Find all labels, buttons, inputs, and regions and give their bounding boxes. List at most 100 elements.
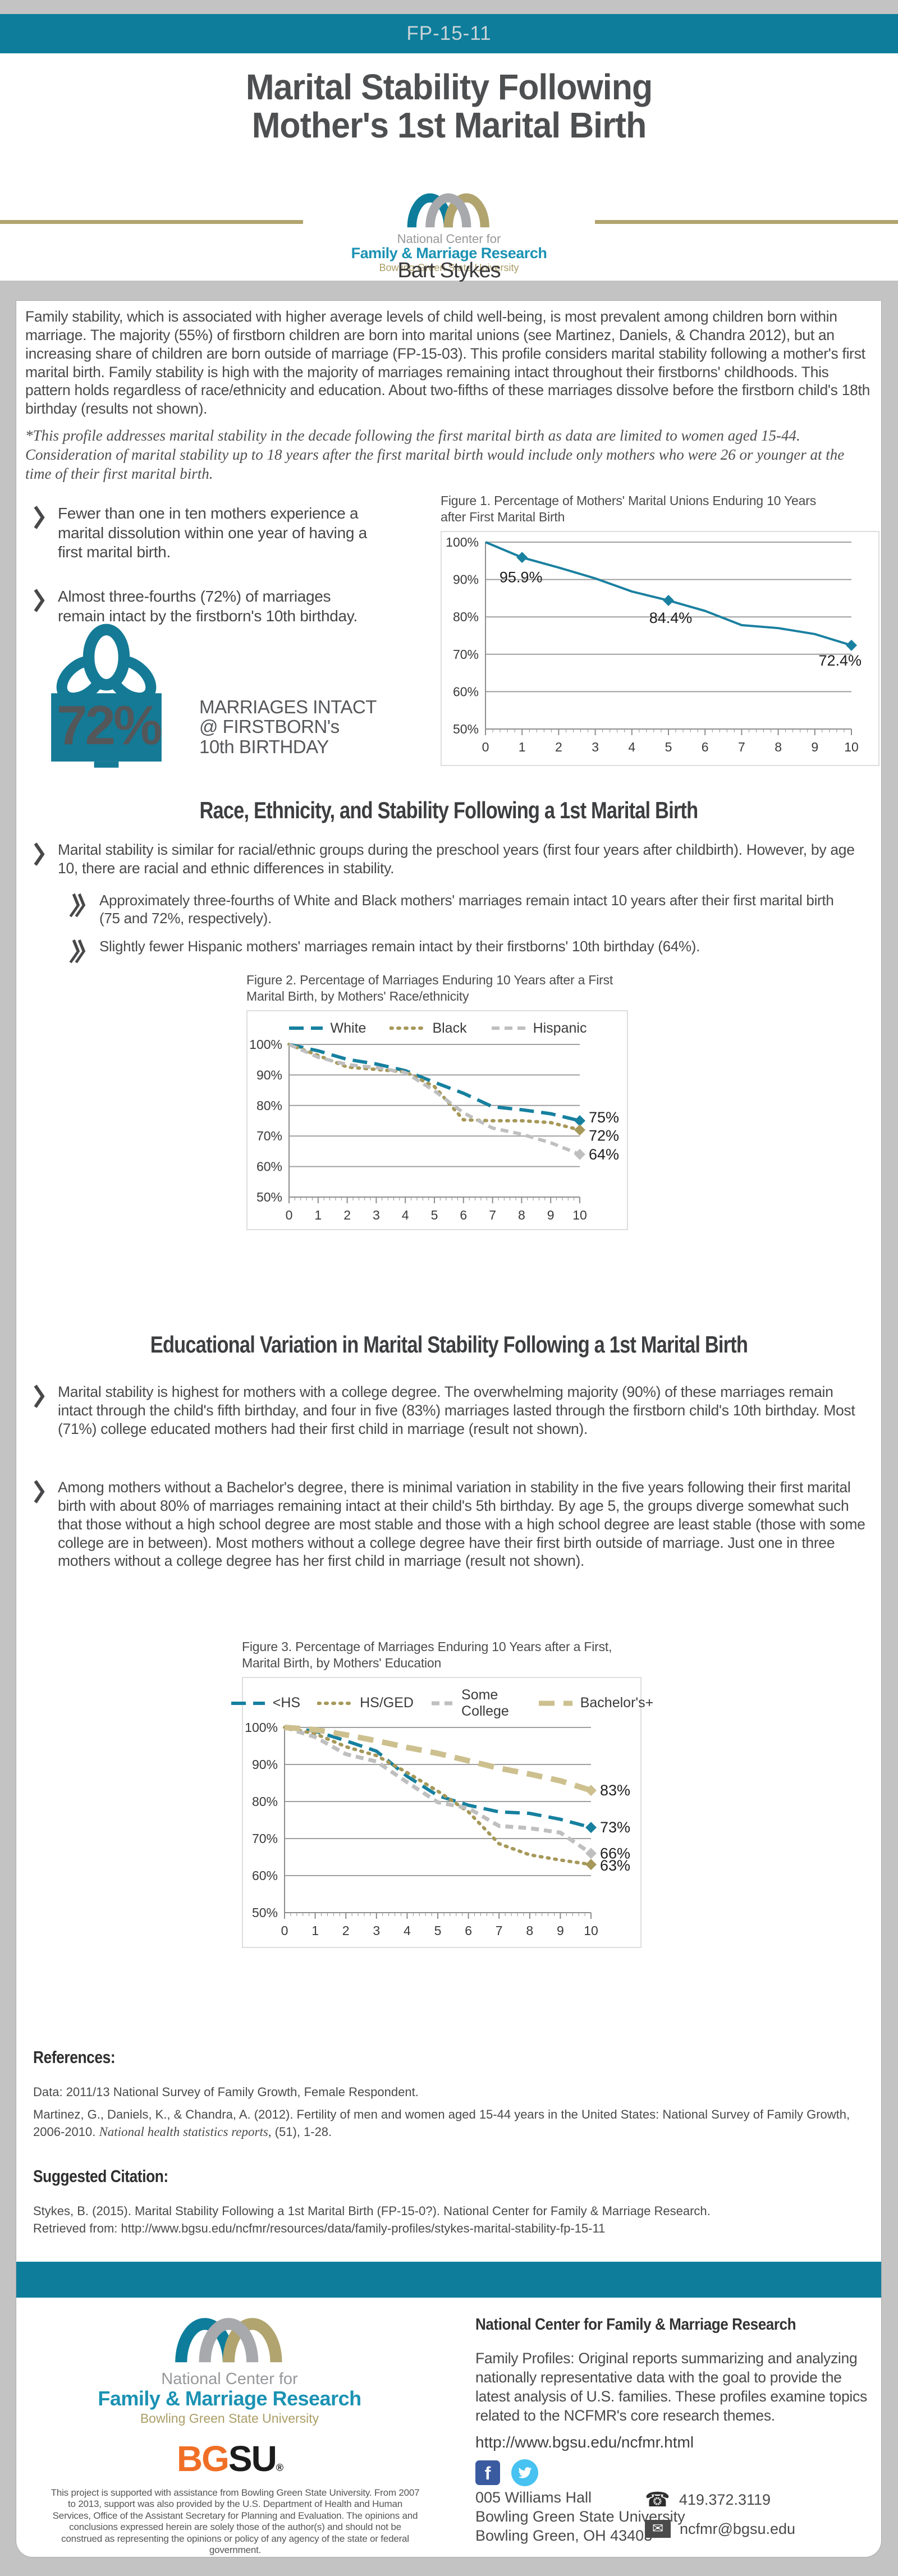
svg-text:90%: 90% (252, 1757, 278, 1772)
footer-disclaimer: This project is supported with assistanc… (51, 2487, 420, 2555)
page-title-line2: Mother's 1st Marital Birth (251, 105, 647, 146)
svg-text:2: 2 (343, 1208, 351, 1222)
svg-text:8: 8 (518, 1208, 525, 1222)
figure-1: Figure 1. Percentage of Mothers' Marital… (441, 493, 879, 766)
svg-text:72%: 72% (589, 1127, 619, 1144)
svg-text:9: 9 (811, 740, 818, 754)
social-icons: f (475, 2459, 538, 2486)
svg-text:10: 10 (572, 1208, 587, 1222)
footer-contact: ☎ 419.372.3119 ✉ ncfmr@bgsu.edu (645, 2490, 795, 2538)
profile-code-band: FP-15-11 (0, 14, 898, 53)
citation-line2: Retrieved from: http://www.bgsu.edu/ncfm… (33, 2221, 606, 2236)
key-point-text: Fewer than one in ten mothers experience… (58, 505, 367, 561)
gift-caption-line2: @ FIRSTBORN's (199, 716, 340, 737)
figure-2-legend: White Black Hispanic (250, 1015, 625, 1038)
svg-text:84.4%: 84.4% (649, 609, 693, 626)
svg-text:9: 9 (547, 1208, 555, 1222)
reference-item: Martinez, G., Daniels, K., & Chandra, A.… (33, 2107, 850, 2139)
figure-1-title: Figure 1. Percentage of Mothers' Marital… (441, 493, 816, 525)
chevron-right-icon (33, 1479, 45, 1507)
legend-item: <HS (231, 1695, 301, 1711)
intro-paragraph: Family stability, which is associated wi… (25, 308, 870, 418)
svg-text:75%: 75% (589, 1109, 619, 1126)
figure-2: Figure 2. Percentage of Marriages Enduri… (246, 972, 639, 1230)
references-heading: References: (33, 2047, 116, 2067)
figure-1-chart: 50% 60% 70% 80% 90% 100% 0 1 2 3 4 5 6 7 8 9 10 95.9% 84.4… (441, 530, 879, 766)
svg-text:70%: 70% (256, 1129, 282, 1143)
svg-text:90%: 90% (256, 1067, 282, 1082)
svg-text:5: 5 (431, 1208, 438, 1222)
figure-2-plot: 50% 60% 70% 80% 90% 100% 0 1 2 3 4 5 6 7 8 9 10 75% 72% 64% (249, 1037, 625, 1227)
svg-text:80%: 80% (256, 1098, 282, 1113)
svg-text:8: 8 (775, 740, 782, 754)
svg-text:9: 9 (557, 1923, 564, 1938)
header: Marital Stability Following Mother's 1st… (0, 53, 898, 282)
phone-row: ☎ 419.372.3119 (645, 2490, 795, 2510)
page-title: Marital Stability Following Mother's 1st… (0, 68, 898, 145)
svg-text:4: 4 (404, 1923, 411, 1938)
race-sub-bullet-text: Slightly fewer Hispanic mothers' marriag… (99, 938, 700, 955)
logo-line3: Bowling Green State University (379, 262, 519, 273)
footer-url-link[interactable]: http://www.bgsu.edu/ncfmr.html (475, 2433, 694, 2451)
chevron-right-icon (33, 1384, 45, 1411)
svg-text:7: 7 (738, 740, 745, 754)
svg-text:5: 5 (434, 1923, 442, 1938)
svg-text:2: 2 (555, 740, 562, 754)
svg-text:83%: 83% (600, 1782, 630, 1799)
svg-text:70%: 70% (453, 647, 479, 662)
figure-2-chart: White Black Hispanic 50% 60% 70% 80% 90% 100% 0 1… (246, 1010, 628, 1230)
citation-text: Stykes, B. (2015). Marital Stability Fol… (33, 2202, 858, 2237)
svg-text:8: 8 (526, 1923, 533, 1938)
figure-3-plot: 50% 60% 70% 80% 90% 100% 0 1 2 3 4 5 6 7 8 9 10 73% 63% 66%… (245, 1720, 638, 1945)
chevron-right-icon (33, 842, 45, 869)
list-item: Among mothers without a Bachelor's degre… (33, 1478, 872, 1570)
svg-text:10: 10 (584, 1923, 598, 1938)
footer-ncfmr-logo: National Center for Family & Marriage Re… (67, 2371, 392, 2427)
email-icon: ✉ (645, 2520, 671, 2538)
svg-text:7: 7 (489, 1208, 496, 1222)
svg-text:2: 2 (342, 1923, 350, 1938)
legend-item: Some College (431, 1686, 509, 1719)
content-card: Family stability, which is associated wi… (16, 300, 882, 2557)
svg-text:7: 7 (496, 1923, 503, 1938)
svg-text:50%: 50% (256, 1190, 282, 1204)
facebook-icon[interactable]: f (475, 2460, 500, 2485)
figure-3-legend: <HS HS/GED Some College Bachelor's+ (231, 1681, 653, 1721)
figure-2-title: Figure 2. Percentage of Marriages Enduri… (246, 973, 613, 1004)
profile-code: FP-15-11 (406, 22, 492, 44)
svg-text:1: 1 (311, 1923, 319, 1938)
gift-percentage: 72% (57, 694, 162, 756)
key-point-text: Almost three-fourths (72%) of marriages … (58, 588, 358, 625)
list-item: Marital stability is highest for mothers… (33, 1383, 872, 1438)
twitter-icon[interactable] (511, 2459, 538, 2486)
figure-3-chart: <HS HS/GED Some College Bachelor's+ 50% 60% 7… (231, 1676, 653, 1948)
chevron-right-icon (33, 588, 45, 616)
svg-text:0: 0 (482, 740, 489, 754)
logo-line1: National Center for (397, 232, 501, 246)
svg-text:3: 3 (373, 1208, 380, 1222)
svg-text:100%: 100% (250, 1038, 282, 1052)
double-chevron-right-icon (68, 892, 89, 921)
address-line3: Bowling Green, OH 43403 (475, 2527, 653, 2544)
svg-text:50%: 50% (252, 1905, 278, 1920)
email-address[interactable]: ncfmr@bgsu.edu (680, 2520, 796, 2537)
author-name: Bart Stykes (397, 259, 501, 282)
svg-text:5: 5 (665, 740, 672, 754)
svg-text:6: 6 (460, 1208, 467, 1222)
ncfmr-logo: National Center for Family & Marriage Re… (303, 187, 595, 274)
footer-about: Family Profiles: Original reports summar… (475, 2350, 867, 2424)
race-sub-bullet-text: Approximately three-fourths of White and… (99, 892, 834, 927)
gift-caption: MARRIAGES INTACT @ FIRSTBORN's 10th BIRT… (199, 697, 377, 757)
race-bullet-text: Marital stability is similar for racial/… (58, 841, 855, 877)
citation-line1: Stykes, B. (2015). Marital Stability Fol… (33, 2204, 711, 2218)
figure-3: Figure 3. Percentage of Marriages Enduri… (231, 1639, 660, 1948)
list-item: Slightly fewer Hispanic mothers' marriag… (69, 937, 862, 967)
section-heading-education: Educational Variation in Marital Stabili… (150, 1331, 748, 1358)
ncfmr-arches-icon (175, 2318, 282, 2363)
svg-text:4: 4 (628, 740, 635, 754)
phone-icon: ☎ (645, 2488, 670, 2511)
ncfmr-arches-icon (407, 193, 489, 228)
gift-caption-line3: 10th BIRTHDAY (199, 736, 329, 757)
logo-line2: Family & Marriage Research (98, 2387, 361, 2410)
svg-text:60%: 60% (256, 1159, 282, 1174)
